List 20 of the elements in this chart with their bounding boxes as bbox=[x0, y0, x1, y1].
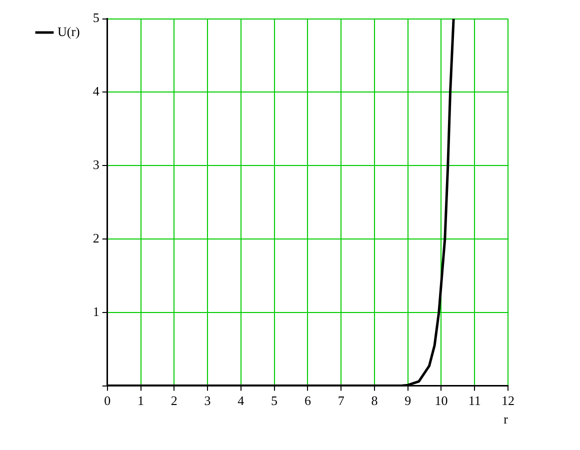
x-tick-label: 12 bbox=[502, 393, 514, 408]
y-tick-label: 3 bbox=[92, 157, 100, 172]
x-tick-label: 1 bbox=[138, 393, 144, 408]
y-tick-label: 4 bbox=[92, 84, 100, 99]
y-tick-label: 5 bbox=[92, 10, 100, 26]
y-tick-label: 1 bbox=[92, 304, 100, 319]
y-tick-label: 2 bbox=[92, 230, 100, 246]
legend-label: U(r) bbox=[58, 24, 80, 39]
x-tick-label: 6 bbox=[304, 393, 312, 408]
x-tick-label: 3 bbox=[204, 393, 211, 408]
x-tick-label: 2 bbox=[170, 393, 178, 408]
x-tick-label: 10 bbox=[434, 393, 448, 408]
x-tick-label: 4 bbox=[238, 393, 245, 408]
x-tick-label: 9 bbox=[404, 393, 412, 408]
x-tick-label: 8 bbox=[371, 393, 378, 408]
x-tick-label: 5 bbox=[271, 393, 278, 408]
x-axis-title: r bbox=[504, 412, 509, 427]
x-tick-label: 0 bbox=[104, 393, 111, 408]
x-tick-label: 7 bbox=[338, 393, 345, 408]
x-tick-label: 11 bbox=[468, 393, 481, 408]
